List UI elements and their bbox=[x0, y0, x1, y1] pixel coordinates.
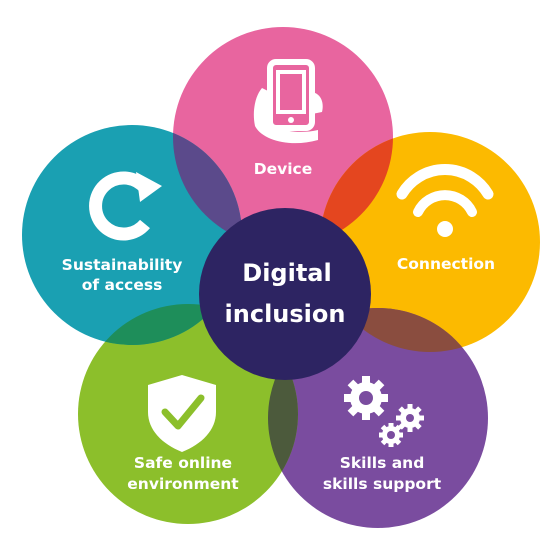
safe-label-line1: Safe online bbox=[134, 454, 232, 472]
safe-label-line2: environment bbox=[127, 475, 239, 493]
tablet-hand-icon bbox=[253, 59, 323, 144]
shield-check-icon bbox=[148, 375, 216, 452]
small-gear-right bbox=[396, 404, 424, 432]
device-label: Device bbox=[254, 160, 313, 178]
sustainability-label-line1: Sustainability bbox=[62, 256, 183, 274]
center-title-line1: Digital bbox=[242, 259, 331, 287]
overlap-device-connection bbox=[320, 132, 393, 247]
skills-label-line2: skills support bbox=[323, 475, 442, 493]
refresh-icon bbox=[89, 171, 162, 241]
large-gear bbox=[344, 376, 388, 420]
gears-icon bbox=[344, 376, 424, 447]
center-circle bbox=[199, 208, 371, 380]
wifi-icon bbox=[396, 164, 494, 237]
skills-label-line1: Skills and bbox=[340, 454, 425, 472]
connection-label: Connection bbox=[397, 255, 495, 273]
overlap-sustainability-device bbox=[173, 125, 242, 247]
sustainability-label-line2: of access bbox=[82, 276, 163, 294]
center-title-line2: inclusion bbox=[225, 300, 346, 328]
